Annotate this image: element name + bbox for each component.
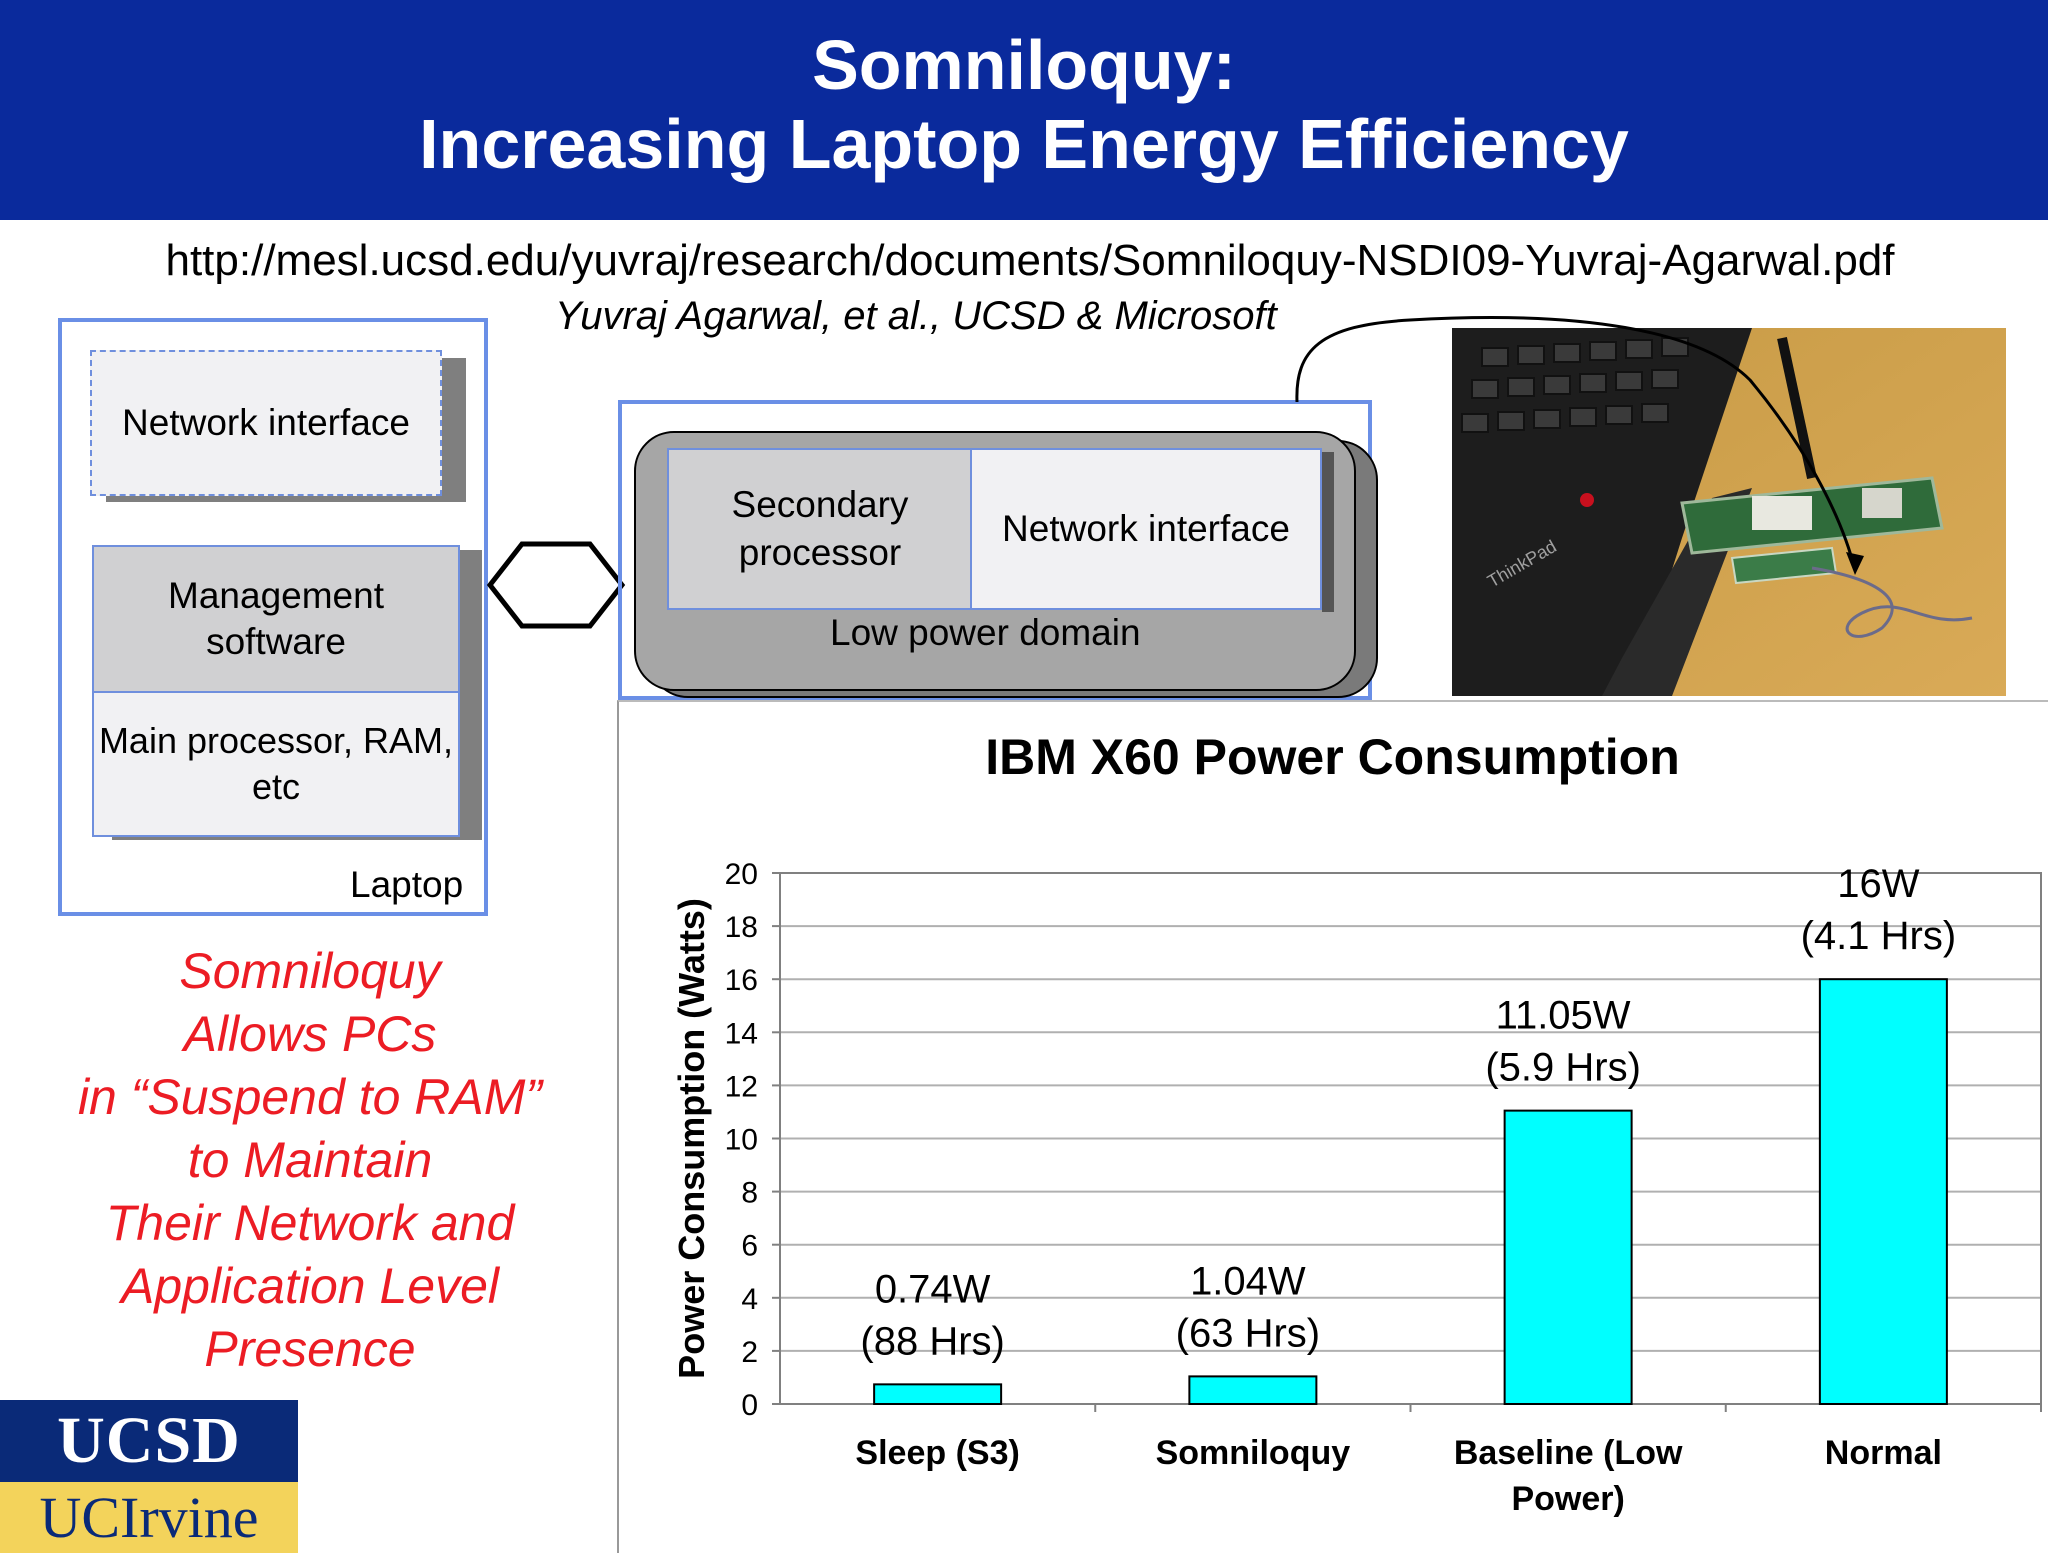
x-tick-label: Somniloquy: [1156, 1434, 1351, 1472]
data-label: 11.05W: [1496, 994, 1631, 1038]
chart-panel: [617, 700, 2048, 1553]
secondary-processor-label: Secondary processor: [731, 484, 909, 573]
data-label: 1.04W: [1190, 1259, 1306, 1303]
y-tick-label: 0: [741, 1389, 758, 1422]
data-label: (5.9 Hrs): [1485, 1046, 1641, 1090]
y-tick-label: 4: [741, 1283, 758, 1316]
caption-line: Allows PCs: [183, 1006, 437, 1062]
y-tick-label: 10: [725, 1124, 758, 1157]
caption-line: in “Suspend to RAM”: [77, 1069, 543, 1125]
low-power-domain-label: Low power domain: [830, 612, 1141, 653]
x-tick-label: Sleep (S3): [855, 1434, 1019, 1472]
slide-title-line2: Increasing Laptop Energy Efficiency: [419, 105, 1629, 183]
y-tick-label: 18: [725, 911, 758, 944]
x-tick-label: Power): [1511, 1480, 1624, 1518]
data-label: (88 Hrs): [860, 1319, 1004, 1363]
caption-line: Presence: [204, 1321, 416, 1377]
uc-irvine-logo: UCIrvine: [0, 1482, 298, 1553]
y-tick-label: 2: [741, 1336, 758, 1369]
management-software-box: Management software: [92, 545, 460, 693]
somniloquy-caption: Somniloquy Allows PCs in “Suspend to RAM…: [40, 940, 580, 1381]
caption-line: to Maintain: [187, 1132, 433, 1188]
bar: [873, 1383, 1003, 1406]
bar: [1818, 978, 1948, 1405]
secondary-processor-box: Secondary processor: [667, 448, 973, 610]
laptop-photo: ThinkPad: [1452, 328, 2006, 696]
lpd-network-interface-box: Network interface: [970, 448, 1322, 610]
chart-title: IBM X60 Power Consumption: [985, 729, 1680, 785]
caption-line: Their Network and: [105, 1195, 515, 1251]
y-tick-label: 14: [725, 1017, 758, 1050]
laptop-frame: [58, 318, 488, 916]
data-label: (63 Hrs): [1176, 1311, 1320, 1355]
paper-url: http://mesl.ucsd.edu/yuvraj/research/doc…: [165, 236, 1895, 285]
laptop-network-interface-box: Network interface: [90, 350, 442, 496]
lpd-network-interface-label: Network interface: [1002, 508, 1290, 549]
x-tick-label: Baseline (Low: [1454, 1434, 1683, 1472]
main-processor-label: Main processor, RAM, etc: [98, 720, 454, 807]
laptop-label: Laptop: [350, 864, 464, 905]
bar: [1503, 1109, 1633, 1405]
x-tick-label: Normal: [1825, 1434, 1942, 1472]
slide-title-line1: Somniloquy:: [812, 26, 1236, 104]
main-processor-box: Main processor, RAM, etc: [92, 691, 460, 837]
hexagon-connector-icon: [486, 541, 626, 629]
data-label: 16W: [1837, 862, 1919, 906]
title-banner: Somniloquy: Increasing Laptop Energy Eff…: [0, 0, 2048, 220]
authors-line: Yuvraj Agarwal, et al., UCSD & Microsoft: [555, 294, 1277, 338]
data-label: (4.1 Hrs): [1801, 914, 1957, 958]
laptop-network-interface-label: Network interface: [122, 402, 410, 443]
y-tick-label: 16: [725, 964, 758, 997]
y-axis-label: Power Consumption (Watts): [671, 898, 712, 1379]
bar: [1188, 1375, 1318, 1405]
lpd-network-interface-shadow: [1322, 452, 1334, 612]
y-tick-label: 8: [741, 1177, 758, 1210]
pointer-line: [1295, 316, 1864, 575]
caption-line: Somniloquy: [179, 943, 441, 999]
power-consumption-chart: 0 2 4 6 8 10 12 14 16 18 20 Power Consumption (Watt…: [671, 858, 2042, 1518]
y-tick-label: 20: [725, 858, 758, 891]
caption-line: Application Level: [120, 1258, 500, 1314]
y-tick-label: 12: [725, 1070, 758, 1103]
y-tick-label: 6: [741, 1230, 758, 1263]
management-software-label: Management software: [168, 575, 384, 662]
ucsd-logo: UCSD: [0, 1400, 298, 1482]
data-label: 0.74W: [875, 1267, 991, 1311]
